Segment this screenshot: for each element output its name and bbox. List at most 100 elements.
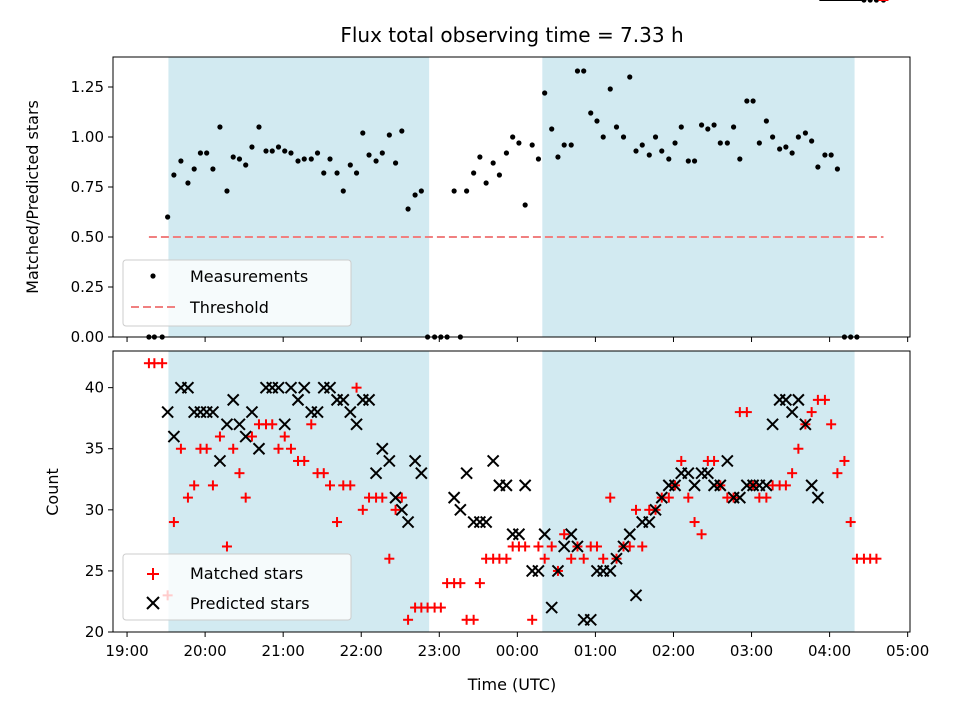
predicted-stars-point	[604, 564, 617, 578]
matched-stars-point	[285, 443, 296, 454]
measurements-point	[652, 134, 659, 140]
predicted-stars-point	[779, 393, 793, 407]
y-tick-label: 0.00	[71, 328, 104, 346]
predicted-stars-point	[245, 405, 259, 419]
measurements-point	[561, 142, 567, 148]
measurements-point	[627, 74, 633, 80]
matched-stars-point	[663, 492, 674, 503]
matched-stars-point	[578, 553, 589, 564]
matched-stars-point	[377, 492, 388, 503]
predicted-stars-point	[473, 515, 487, 529]
predicted-stars-point	[799, 418, 812, 431]
measurements-point	[873, 0, 880, 3]
measurements-point	[549, 126, 555, 132]
predicted-stars-point	[272, 381, 285, 394]
predicted-stars-point	[252, 442, 266, 455]
measurements-point	[581, 68, 587, 74]
x-tick-label: 05:00	[886, 642, 929, 660]
predicted-stars-point	[278, 418, 291, 431]
ratio-panel: 0.00 0.25 0.50 0.75 1.00 1.25 Matched/Predict…	[23, 0, 911, 346]
measurements-point	[646, 152, 652, 158]
predicted-stars-point	[344, 405, 357, 419]
measurements-point	[418, 188, 424, 194]
predicted-stars-point	[655, 491, 668, 504]
matched-stars-point	[559, 529, 570, 540]
measurements-point	[724, 140, 730, 146]
measurements-point	[815, 164, 821, 170]
measurements-point	[412, 192, 418, 198]
matched-stars-point	[598, 553, 609, 564]
predicted-stars-point	[181, 381, 195, 394]
ratio-x-ticks	[126, 337, 909, 342]
measurements-point	[717, 140, 723, 146]
matched-stars-point	[806, 407, 817, 418]
measurements-point	[828, 152, 834, 158]
measurements-point	[777, 146, 783, 152]
measurements-point	[210, 166, 216, 172]
x-tick-label: 19:00	[105, 642, 148, 660]
predicted-stars-point	[401, 515, 415, 529]
matched-stars-point	[761, 492, 772, 503]
measurements-point	[516, 140, 522, 146]
predicted-stars-point	[415, 466, 428, 480]
matched-stars-point	[832, 468, 843, 479]
matched-stars-point	[787, 468, 798, 479]
matched-stars-point	[683, 492, 694, 503]
count-y-ticks: 20 25 30 35 40	[85, 379, 113, 641]
predicted-stars-point	[610, 552, 623, 565]
ratio-series	[146, 0, 887, 340]
count-legend-box	[122, 553, 352, 621]
predicted-stars-point	[350, 418, 363, 431]
legend-matched-marker	[147, 568, 159, 580]
measurements-point	[288, 150, 294, 156]
measurements-point	[301, 156, 307, 162]
y-tick-label: 30	[85, 501, 104, 519]
matched-stars-point	[240, 492, 251, 503]
predicted-stars-point	[213, 454, 227, 468]
y-tick-label: 0.50	[71, 228, 104, 246]
matched-stars-point	[207, 480, 218, 491]
matched-stars-point	[474, 578, 485, 589]
matched-stars-point	[189, 480, 200, 491]
predicted-stars-point	[571, 540, 584, 553]
measurements-point	[867, 0, 873, 3]
measurements-point	[659, 148, 665, 154]
predicted-stars-point	[811, 491, 825, 504]
matched-stars-point	[819, 394, 830, 405]
matched-stars-point	[780, 480, 791, 491]
measurements-point	[386, 132, 392, 138]
y-tick-label: 25	[85, 562, 104, 580]
legend-predicted-marker	[146, 596, 160, 610]
matched-stars-point	[605, 492, 616, 503]
predicted-stars-point	[792, 393, 805, 407]
measurements-point	[399, 128, 405, 134]
measurements-point	[522, 202, 528, 208]
predicted-stars-point	[500, 479, 513, 492]
measurements-point	[314, 150, 321, 156]
predicted-stars-point	[506, 528, 519, 541]
measurements-point	[756, 140, 762, 146]
matched-stars-point	[533, 541, 544, 552]
matched-stars-point	[175, 443, 186, 454]
x-tick-label: 04:00	[808, 642, 851, 660]
measurements-point	[613, 124, 620, 130]
matched-stars-point	[624, 541, 635, 552]
measurements-point	[802, 130, 808, 136]
matched-stars-point	[357, 504, 368, 515]
measurements-point	[588, 110, 594, 116]
measurements-point	[477, 154, 483, 160]
measurements-point	[633, 148, 639, 154]
measurements-point	[217, 124, 223, 130]
predicted-stars-point	[383, 454, 396, 468]
measurements-point	[763, 118, 769, 124]
x-tick-label: 01:00	[574, 642, 617, 660]
measurements-point	[236, 156, 243, 162]
predicted-stars-point	[284, 381, 298, 394]
count-series	[143, 0, 889, 626]
measurements-point	[483, 180, 489, 186]
measurements-point	[594, 118, 600, 124]
ratio-y-ticks: 0.00 0.25 0.50 0.75 1.00 1.25	[71, 78, 113, 346]
matched-stars-point	[539, 553, 550, 564]
y-tick-label: 0.25	[71, 278, 104, 296]
